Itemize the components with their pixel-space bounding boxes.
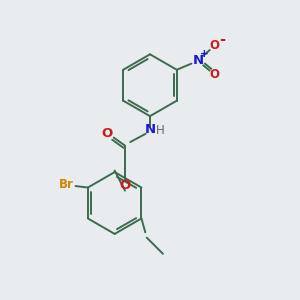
Text: N: N <box>192 54 203 68</box>
Text: O: O <box>209 39 219 52</box>
Text: O: O <box>102 127 113 140</box>
Text: Br: Br <box>59 178 74 191</box>
Text: +: + <box>200 50 209 59</box>
Text: -: - <box>219 32 225 46</box>
Text: O: O <box>119 179 130 192</box>
Text: H: H <box>156 124 165 137</box>
Text: N: N <box>144 123 156 136</box>
Text: O: O <box>209 68 219 81</box>
